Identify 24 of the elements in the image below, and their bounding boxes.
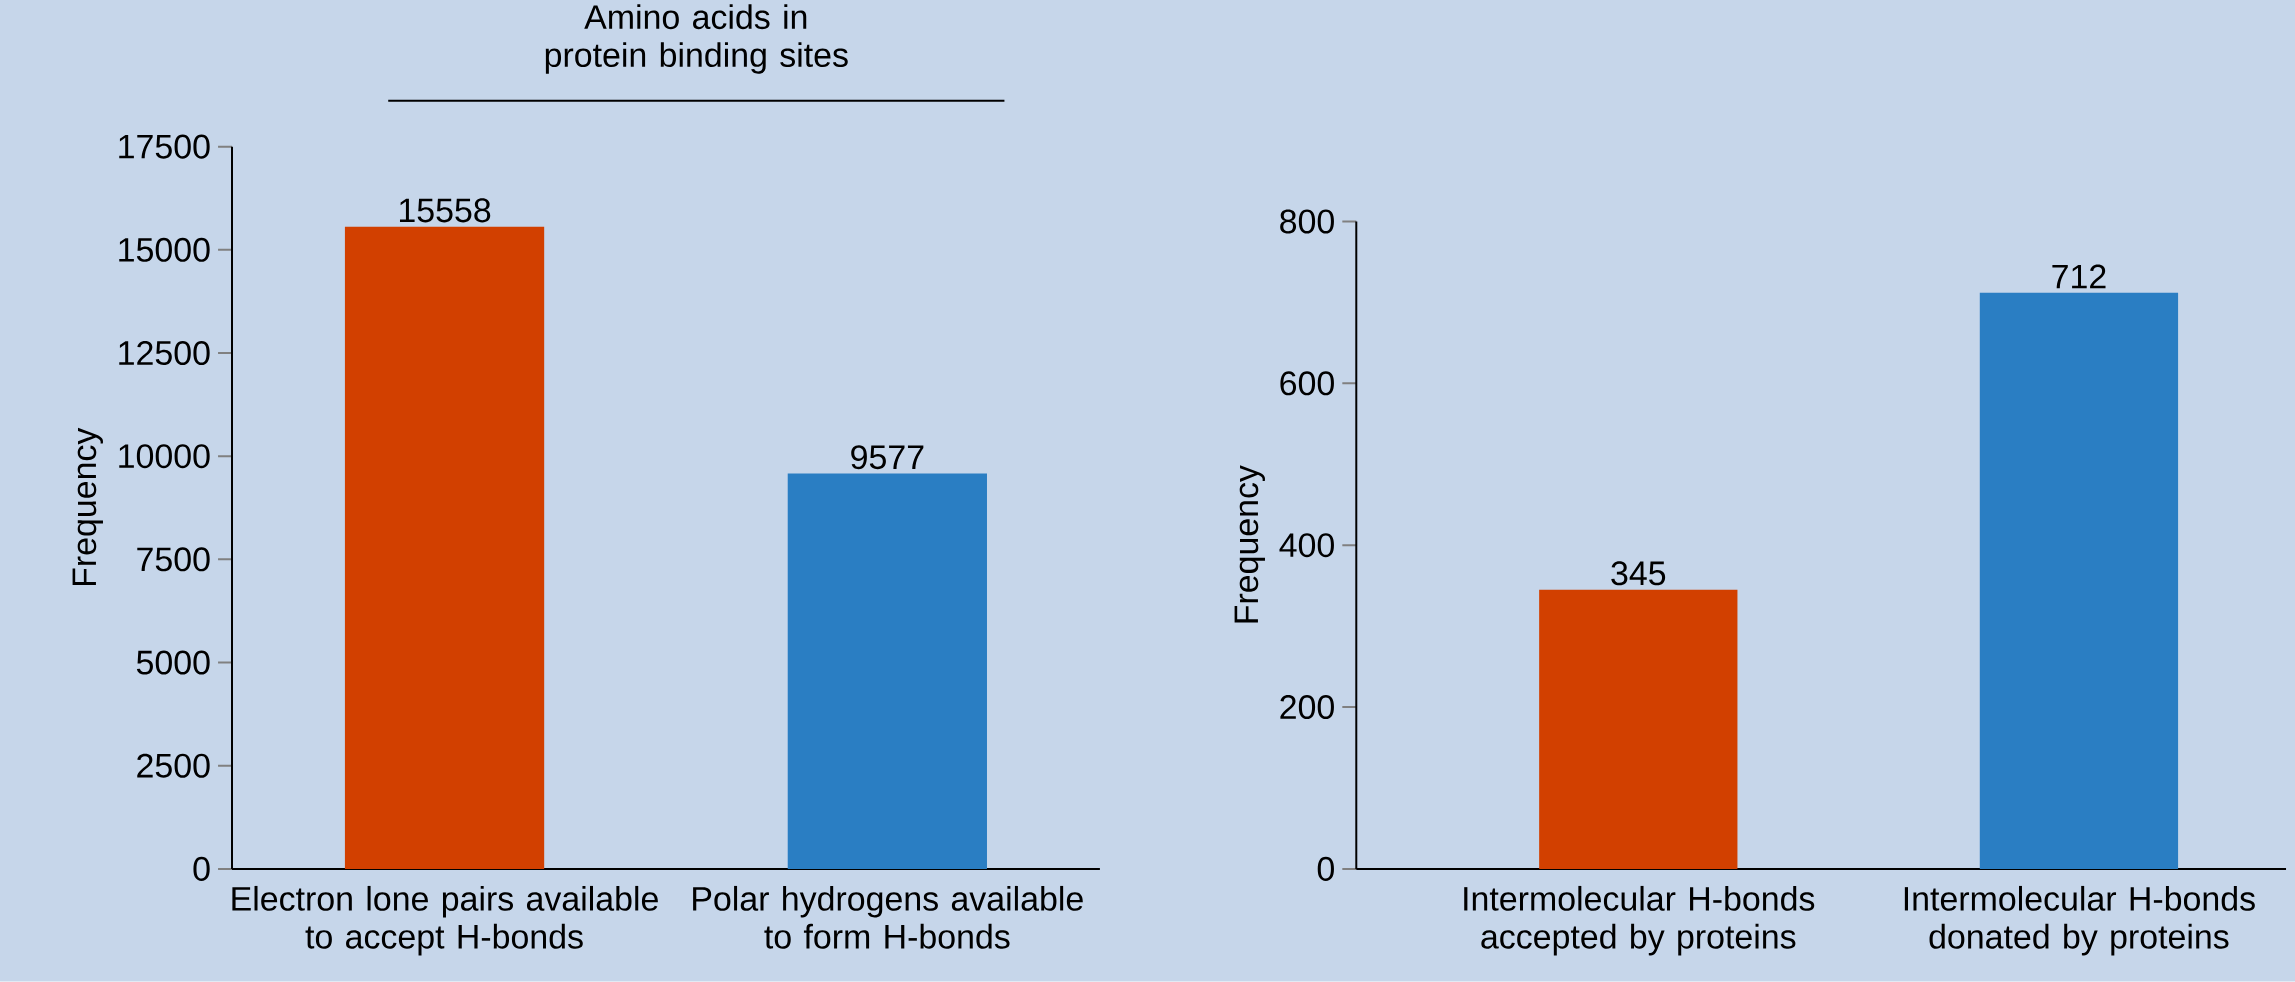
- y-tick-label: 0: [193, 857, 210, 882]
- y-tick-label: 800: [1280, 209, 1334, 234]
- y-axis-title: Frequency: [1234, 465, 1265, 623]
- y-tick-label: 600: [1280, 371, 1334, 396]
- y-tick-label: 400: [1279, 533, 1334, 558]
- y-tick-label: 0: [1317, 857, 1334, 882]
- y-tick-label: 17500: [119, 134, 210, 159]
- y-tick-label: 5000: [136, 650, 210, 675]
- y-tick-label: 12500: [119, 341, 210, 366]
- x-tick-label: Electron lone pairs available to accept H-bonds: [232, 886, 658, 956]
- y-tick-label: 10000: [119, 444, 210, 469]
- data-label: 712: [2052, 264, 2106, 289]
- x-tick-label: Intermolecular H-bonds accepted by proteins: [1464, 886, 1815, 956]
- y-axis-title: Frequency: [72, 427, 103, 586]
- y-tick-label: 200: [1280, 695, 1334, 720]
- chart-title: Amino acids in protein binding sites: [545, 4, 848, 74]
- data-label: 15558: [399, 198, 491, 223]
- y-tick-label: 15000: [119, 237, 210, 263]
- data-label: 345: [1611, 561, 1666, 586]
- data-label: 9577: [851, 445, 924, 470]
- y-tick-label: 2500: [137, 753, 210, 778]
- x-tick-label: Intermolecular H-bonds donated by proteins: [1904, 886, 2255, 956]
- x-tick-label: Polar hydrogens available to form H-bonds: [693, 886, 1083, 949]
- y-tick-label: 7500: [137, 547, 210, 572]
